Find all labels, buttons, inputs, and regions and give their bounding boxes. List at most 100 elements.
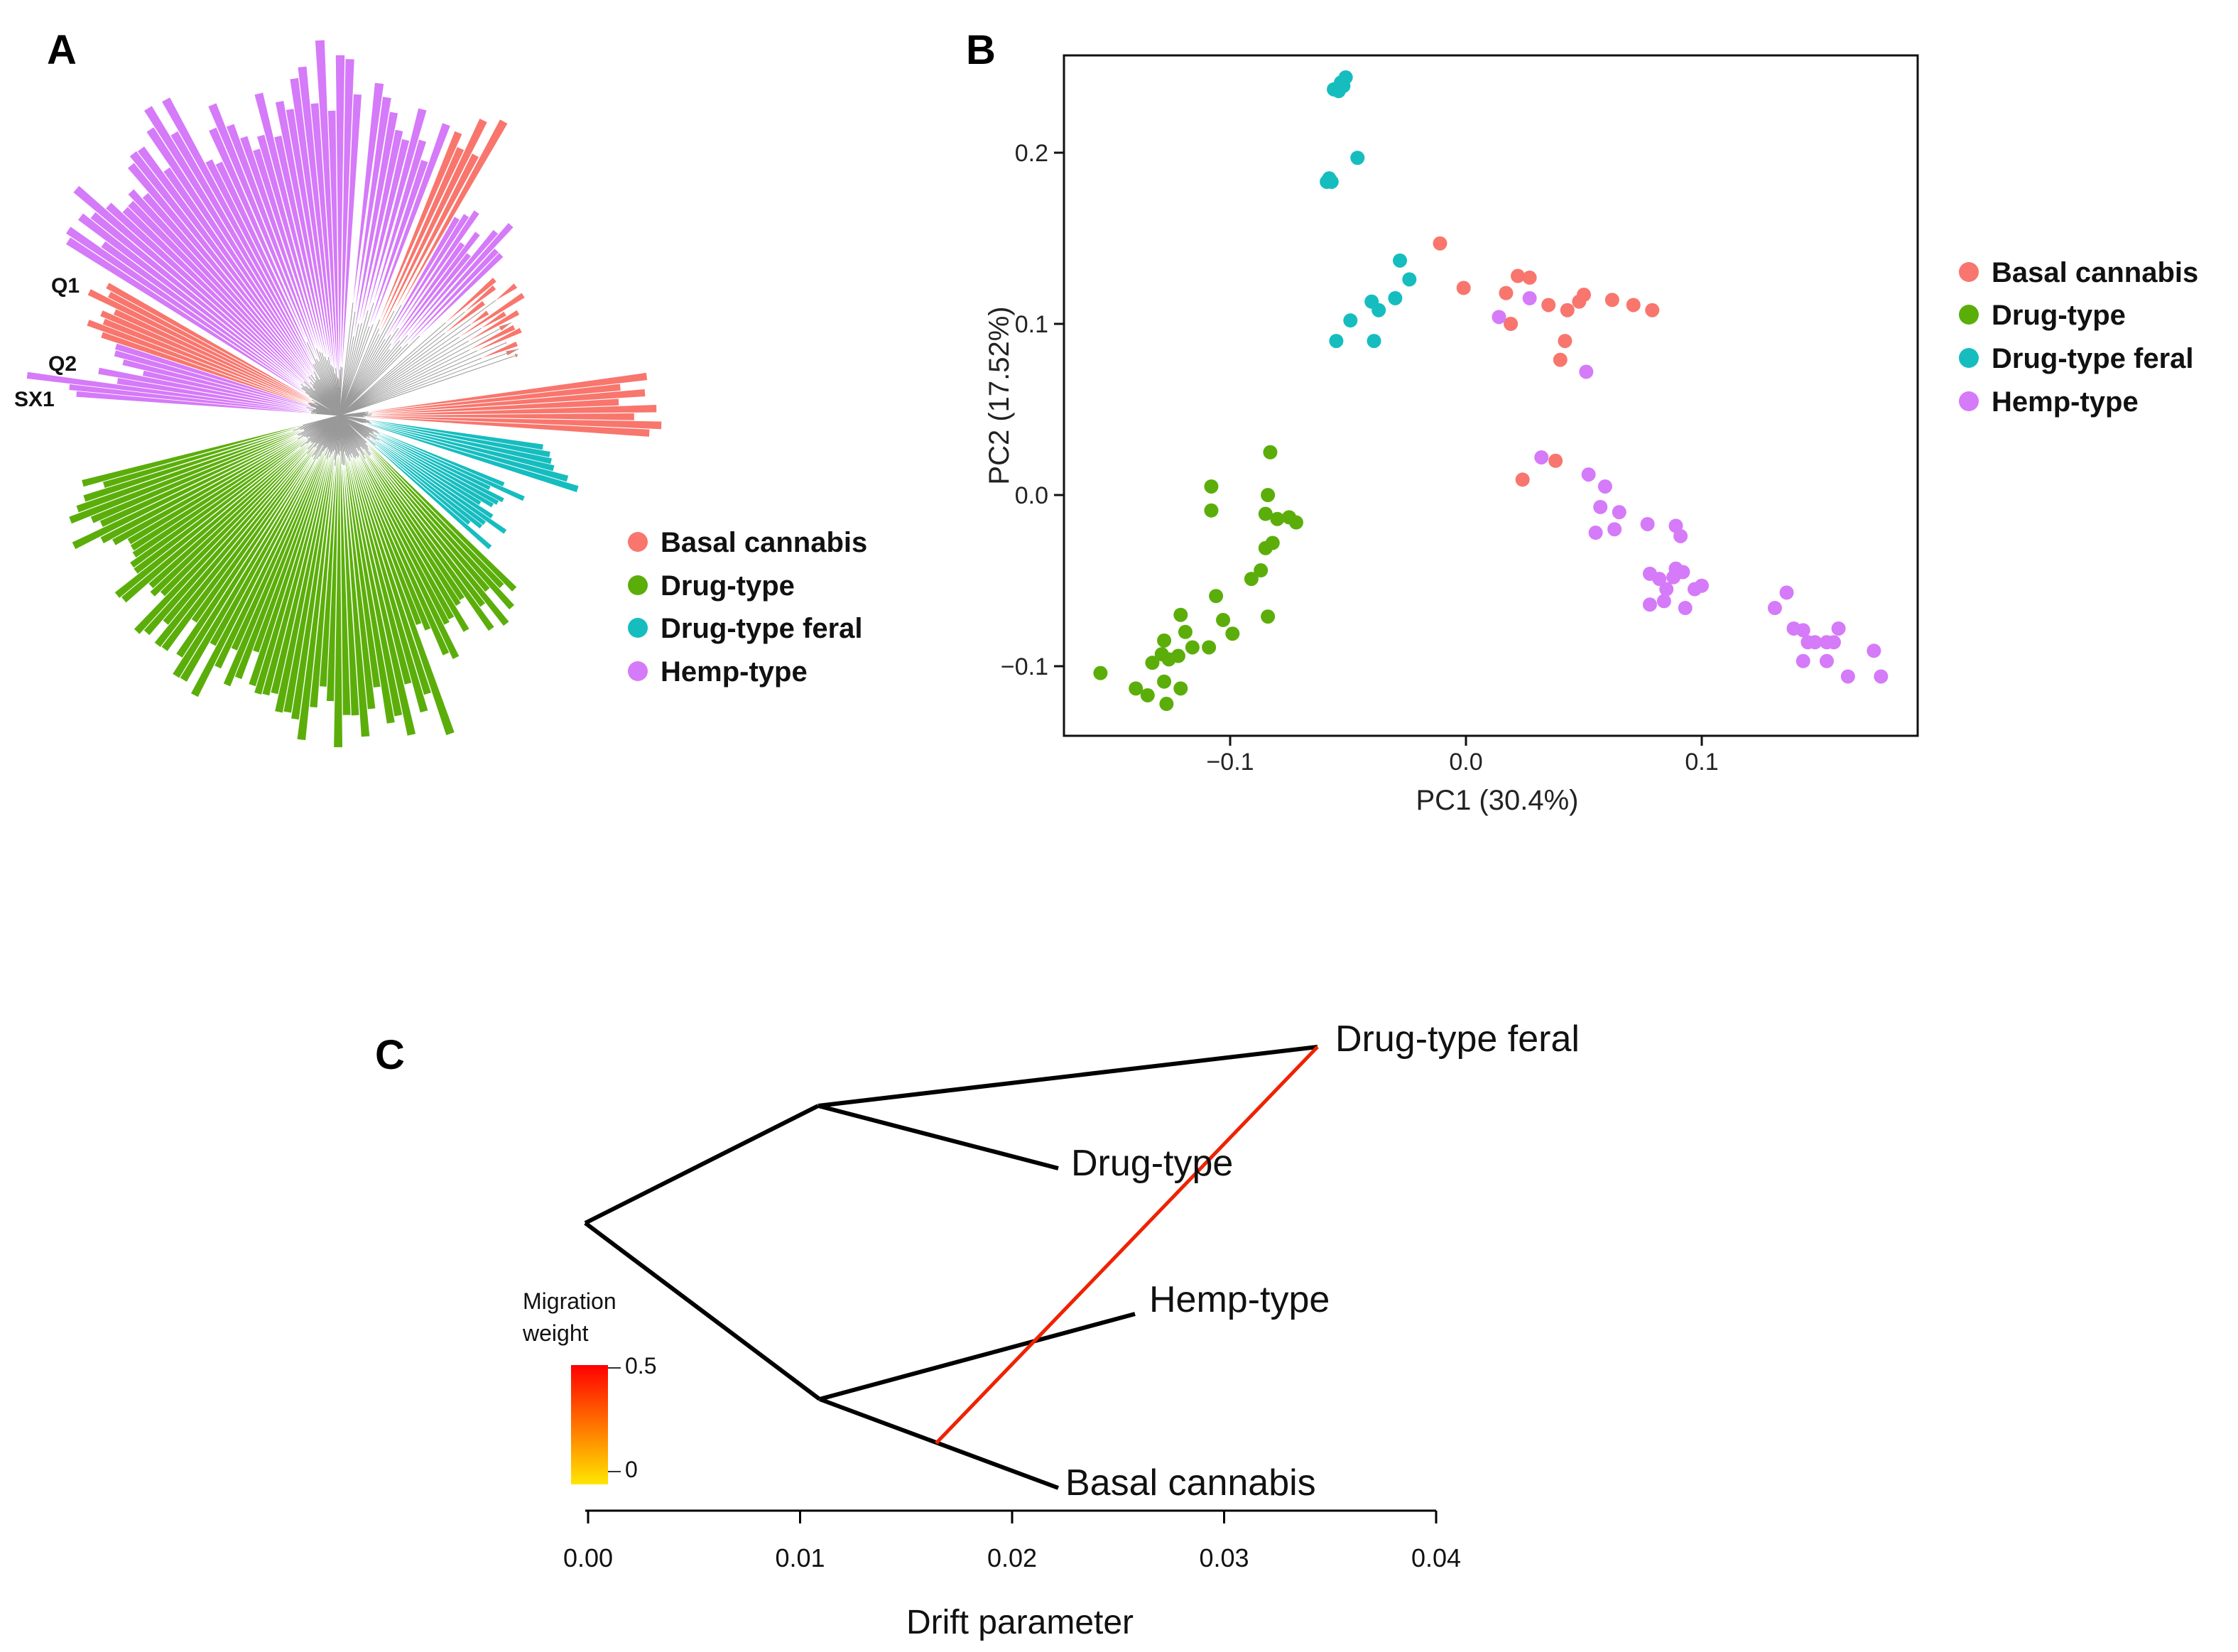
tree-a-branch-77 (142, 192, 310, 383)
tree-a-branch-96 (142, 370, 313, 410)
tree-a-branch-9 (465, 285, 496, 313)
pca-point-drug-type-10 (1185, 640, 1200, 655)
pca-point-drug-type-29 (1204, 503, 1219, 518)
tree-a-branch-8 (445, 278, 496, 323)
tree-a-branch-28 (399, 253, 471, 341)
tree-a-branch-126 (371, 455, 509, 626)
tree-a-branch-115 (379, 440, 482, 505)
tree-a-branch-191 (99, 435, 298, 527)
pca-x-tick-label-2: 0.1 (1685, 749, 1718, 776)
pca-point-drug-type-22 (1265, 536, 1280, 550)
pca-point-hemp-type-18 (1659, 582, 1674, 597)
legend-b-marker-hemp (1959, 391, 1979, 411)
tree-a-branch-18 (477, 327, 522, 351)
tree-a-branch-90 (113, 309, 318, 406)
tree-a-branch-131 (365, 459, 469, 632)
pca-y-tick-label-0: −0.1 (1001, 653, 1048, 680)
pca-point-drug-type-feral-12 (1371, 303, 1386, 317)
tree-a-stem-31 (339, 346, 402, 416)
pca-point-hemp-type-32 (1819, 653, 1834, 668)
tree-a-branch-161 (249, 449, 329, 687)
tree-a-branch-19 (505, 340, 507, 345)
tree-a-branch-129 (360, 447, 465, 601)
tree-a-branch-43 (368, 108, 427, 311)
tree-a-branch-25 (398, 210, 479, 328)
tree-a-branch-24 (391, 214, 469, 335)
tree-a-branch-62 (253, 148, 320, 352)
tree-a-branch-164 (223, 448, 326, 687)
pca-point-drug-type-feral-14 (1393, 253, 1408, 268)
tree-a-stem-14 (339, 337, 460, 416)
pca-point-drug-type-17 (1225, 626, 1240, 641)
pca-point-drug-type-feral-13 (1367, 334, 1381, 349)
tree-a-branch-33 (379, 131, 462, 320)
pca-point-basal-cannabis-8 (1577, 288, 1591, 303)
pca-point-hemp-type-12 (1673, 528, 1688, 543)
migration-weight-colorbar (571, 1365, 608, 1484)
tree-a-branch-156 (283, 452, 334, 713)
tree-a-branch-144 (346, 455, 395, 724)
tree-a-branch-50 (310, 103, 336, 369)
tree-a-branch-68 (66, 227, 306, 393)
tree-a-branch-75 (128, 200, 315, 391)
legend-b-label-hemp: Hemp-type (1992, 386, 2139, 418)
tree-a-stem-11 (339, 332, 445, 416)
tree-a-branch-142 (349, 461, 416, 736)
legend-b-label-basal: Basal cannabis (1992, 257, 2198, 288)
pca-point-basal-cannabis-13 (1558, 334, 1572, 349)
tree-a-branch-125 (368, 450, 490, 592)
pca-point-drug-type-19 (1261, 609, 1276, 624)
tree-a-branch-124 (368, 447, 514, 610)
legend-a-label-drug: Drug-type (661, 570, 795, 602)
tree-a-branch-166 (214, 456, 320, 669)
tree-a-branch-65 (274, 136, 327, 360)
tree-a-branch-15 (468, 310, 520, 342)
tree-a-branch-58 (209, 127, 308, 342)
tree-a-branch-120 (375, 445, 471, 525)
tree-a-branches (26, 40, 662, 748)
tip-label-basal-cannabis: Basal cannabis (1065, 1462, 1316, 1504)
tree-a-branch-112 (374, 433, 504, 503)
tree-a-branch-103 (366, 419, 543, 450)
pca-point-drug-type-2 (1140, 688, 1155, 702)
tree-a-stem-23 (339, 354, 518, 416)
tree-a-branch-139 (351, 453, 431, 695)
pca-y-tick-label-1: 0.0 (1015, 482, 1048, 509)
tree-a-branch-173 (161, 443, 319, 651)
tree-a-stem-44 (339, 310, 369, 416)
tree-a-branch-105 (369, 422, 552, 464)
tree-a-branch-72 (73, 185, 306, 386)
tree-a-branch-193 (69, 429, 304, 524)
pca-point-hemp-type-20 (1656, 594, 1671, 609)
pca-point-drug-type-13 (1178, 624, 1193, 639)
tree-a-branch-195 (83, 430, 293, 502)
migration-edge (935, 1045, 1319, 1445)
tree-a-branch-20 (482, 342, 518, 358)
tree-a-branch-36 (393, 153, 479, 311)
pca-point-drug-type-feral-15 (1402, 272, 1417, 287)
tree-a-branch-167 (191, 459, 317, 697)
tree-a-stem-33 (339, 335, 420, 416)
legend-b-marker-basal (1959, 262, 1979, 282)
leaf-label-q1: Q1 (51, 274, 80, 298)
tree-a-branch-34 (379, 147, 465, 329)
tree-a-stem-21 (339, 357, 482, 416)
drift-tick-label-4: 0.04 (1411, 1543, 1461, 1572)
tree-a-stem-32 (339, 343, 408, 416)
pca-x-tick-label-0: −0.1 (1206, 749, 1254, 776)
tree-a-branch-175 (163, 454, 308, 625)
tree-a-branch-60 (226, 124, 320, 362)
tree-a-stem-25 (339, 335, 391, 416)
tree-a-branch-59 (208, 103, 317, 359)
tree-a-stem-13 (339, 324, 471, 416)
pca-point-drug-type-3 (1159, 697, 1174, 712)
tree-a-branch-7 (364, 417, 650, 437)
tree-a-stem-100 (315, 408, 340, 416)
pca-point-hemp-type-35 (1840, 669, 1855, 684)
tree-a-branch-100 (76, 391, 311, 413)
pca-x-tick-label-1: 0.0 (1449, 749, 1482, 776)
tree-a-branch-98 (114, 350, 316, 409)
tree-a-branch-160 (254, 459, 327, 695)
tree-a-branch-71 (90, 212, 301, 384)
pca-point-basal-cannabis-0 (1433, 236, 1447, 251)
